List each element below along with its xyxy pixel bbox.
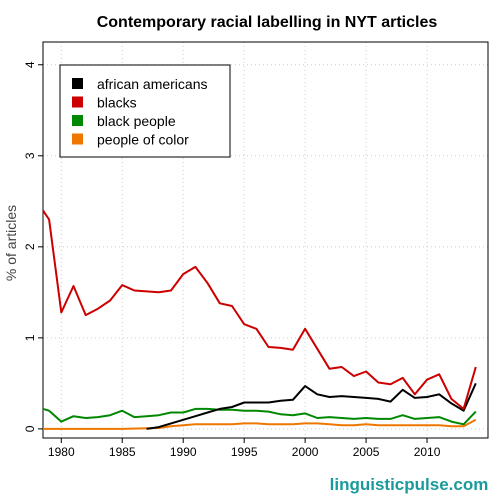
chart-title: Contemporary racial labelling in NYT art…	[97, 14, 438, 31]
y-tick-label: 4	[23, 61, 37, 68]
y-tick-label: 2	[23, 243, 37, 250]
legend-swatch	[72, 133, 83, 145]
y-tick-label: 3	[23, 152, 37, 159]
series-line-people-of-color	[43, 418, 477, 430]
x-axis: 1980 1985 1990 1995 2000 2005 2010	[48, 438, 441, 459]
legend-box	[59, 64, 231, 158]
series-lines	[42, 209, 477, 430]
series-line-black-people	[42, 407, 477, 426]
y-tick-label: 1	[23, 334, 37, 341]
legend-swatch	[72, 96, 83, 108]
x-tick-label: 2005	[353, 445, 380, 459]
legend-swatch	[72, 78, 83, 89]
x-tick-label: 1985	[109, 445, 136, 459]
y-axis-label: % of articles	[3, 205, 19, 281]
series-line-african-americans	[146, 382, 477, 430]
plot-area	[42, 41, 489, 439]
legend-swatch	[72, 115, 83, 126]
series-line-blacks	[42, 209, 477, 410]
legend-label: people of color	[97, 132, 189, 148]
x-tick-label: 1980	[48, 445, 75, 459]
y-axis: 0 1 2 3 4	[23, 61, 43, 432]
x-tick-label: 1990	[170, 445, 197, 459]
watermark: linguisticpulse.com	[330, 475, 489, 494]
legend-label: black people	[97, 113, 176, 129]
legend: african americans blacks black people peopl…	[59, 64, 231, 158]
x-tick-label: 2000	[292, 445, 319, 459]
legend-label: blacks	[97, 95, 137, 111]
legend-label: african americans	[97, 76, 208, 92]
x-tick-label: 1995	[231, 445, 258, 459]
y-tick-label: 0	[23, 425, 37, 432]
x-tick-label: 2010	[414, 445, 441, 459]
